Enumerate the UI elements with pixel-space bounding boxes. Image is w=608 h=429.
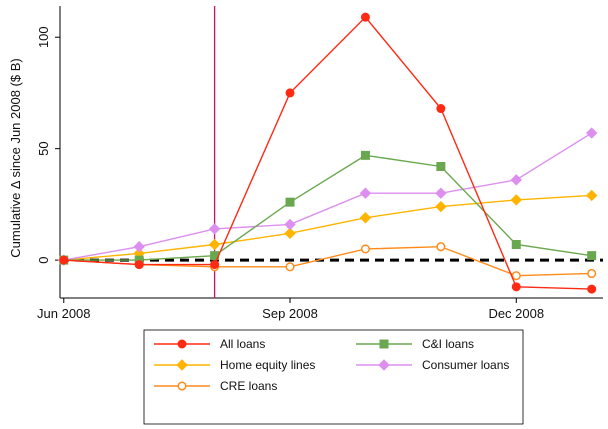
series-all-loans [59, 12, 597, 294]
legend-label: All loans [220, 337, 265, 351]
legend-label: CRE loans [220, 379, 277, 393]
legend-label: Consumer loans [422, 358, 509, 372]
x-axis: Jun 2008 Sep 2008 Dec 2008 [37, 298, 544, 321]
data-point-all-loans [511, 282, 521, 292]
legend: All loans C&I loans Home equity lines Consu… [143, 329, 524, 425]
data-point-cre-loans [511, 271, 521, 281]
data-point-home-equity-lines [435, 200, 447, 213]
legend-marker [379, 339, 389, 349]
data-point-home-equity-lines [284, 227, 296, 240]
series-line-consumer-loans [63, 132, 593, 261]
data-point-c-i-loans [210, 251, 220, 261]
data-point-all-loans [360, 12, 370, 22]
x-tick-label: Jun 2008 [37, 306, 91, 321]
series-home-equity-lines [58, 189, 598, 266]
series-line-all-loans [63, 16, 592, 290]
plot-frame [59, 6, 603, 299]
legend-box [143, 329, 524, 425]
series-line-home-equity-lines [63, 194, 592, 261]
data-point-c-i-loans [511, 240, 521, 250]
series-layer [58, 12, 598, 294]
y-tick-label: 50 [36, 141, 51, 155]
data-point-consumer-loans [435, 187, 447, 199]
data-point-c-i-loans [587, 251, 597, 261]
series-consumer-loans [58, 127, 598, 266]
data-point-cre-loans [360, 244, 370, 254]
legend-entry-all-loans: All loans [154, 337, 265, 351]
data-point-home-equity-lines [208, 238, 221, 251]
legend-label: C&I loans [422, 337, 474, 351]
legend-entry-home-equity-lines: Home equity lines [154, 358, 315, 372]
data-point-consumer-loans [585, 127, 598, 139]
data-point-consumer-loans [284, 218, 296, 231]
data-point-c-i-loans [285, 197, 295, 207]
data-point-c-i-loans [436, 161, 446, 171]
data-point-home-equity-lines [510, 194, 522, 206]
y-tick-label: 100 [36, 26, 51, 48]
data-point-all-loans [587, 284, 597, 294]
data-point-c-i-loans [360, 150, 370, 160]
y-axis-title: Cumulative Δ since Jun 2008 ($ B) [8, 58, 23, 257]
y-tick-label: 0 [36, 256, 51, 263]
data-point-all-loans [134, 260, 144, 270]
legend-label: Home equity lines [220, 358, 315, 372]
data-point-all-loans [59, 255, 69, 265]
x-tick-label: Dec 2008 [488, 306, 544, 321]
legend-marker [177, 381, 187, 391]
legend-marker [177, 339, 187, 349]
legend-entry-cre-loans: CRE loans [154, 379, 277, 393]
data-point-cre-loans [587, 268, 597, 279]
x-tick-label: Sep 2008 [262, 306, 318, 321]
data-point-cre-loans [436, 242, 446, 252]
data-point-all-loans [436, 104, 446, 114]
data-point-consumer-loans [133, 241, 145, 253]
data-point-home-equity-lines [359, 212, 372, 224]
data-point-home-equity-lines [585, 189, 598, 202]
data-point-consumer-loans [359, 187, 372, 199]
series-line-c-i-loans [63, 154, 592, 261]
data-point-consumer-loans [510, 174, 522, 186]
legend-entry-c-i-loans: C&I loans [356, 337, 474, 351]
legend-marker [176, 359, 188, 371]
data-point-all-loans [210, 260, 220, 270]
y-axis: 0 50 100 [36, 26, 60, 264]
data-point-all-loans [285, 88, 295, 98]
data-point-consumer-loans [208, 223, 221, 235]
legend-marker [378, 359, 390, 371]
data-point-cre-loans [285, 262, 295, 272]
legend-entry-consumer-loans: Consumer loans [356, 358, 509, 372]
